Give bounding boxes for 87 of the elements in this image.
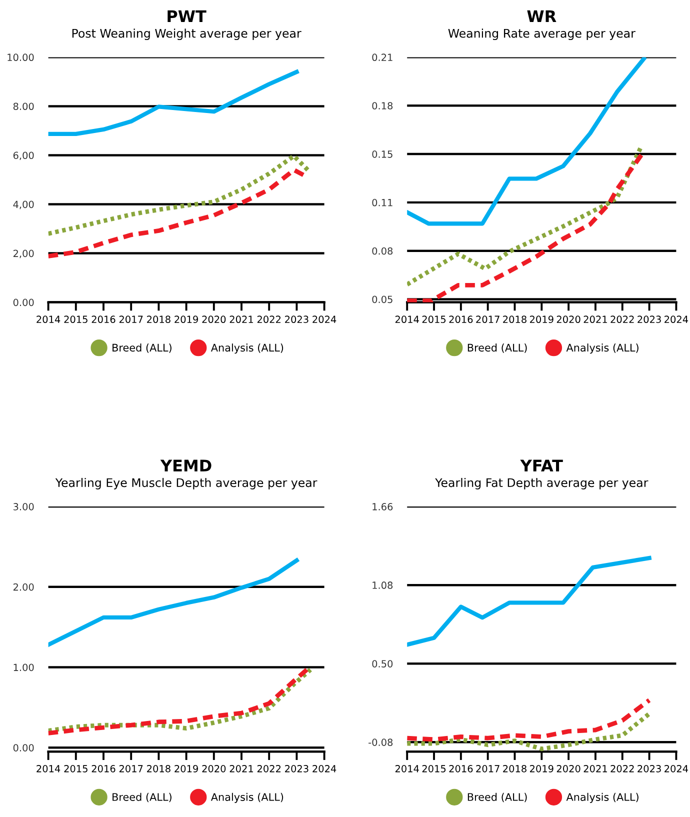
x-tick-label: 2022 [610, 765, 634, 772]
legend-label: Breed (ALL) [468, 344, 527, 353]
legend-label: Breed (ALL) [112, 792, 172, 802]
x-tick-label: 2023 [285, 316, 308, 324]
x-tick-label: 2014 [395, 765, 419, 772]
legend-label: Breed (ALL) [468, 792, 527, 802]
x-tick-label: 2020 [556, 765, 580, 772]
x-tick-label: 2024 [312, 765, 336, 772]
x-tick-label: 2022 [257, 765, 280, 772]
x-tick-label: 2024 [312, 316, 336, 324]
x-tick-label: 2014 [36, 316, 60, 324]
line-series [407, 57, 646, 226]
y-tick-label: 10.00 [8, 54, 34, 62]
x-tick-label: 2023 [285, 765, 308, 772]
chart-title: PWT [168, 10, 206, 22]
x-tick-label: 2023 [638, 765, 661, 772]
line-series [48, 70, 299, 136]
chart-subtitle: Weaning Rate average per year [448, 28, 636, 40]
chart-title: WR [527, 10, 556, 22]
x-tick-label: 2017 [476, 316, 500, 324]
y-tick-label: 0.18 [372, 102, 393, 110]
line-series [407, 556, 652, 647]
y-tick-label: 4,00 [13, 200, 34, 210]
x-tick-label: 2017 [119, 316, 143, 324]
x-tick-label: 2020 [202, 316, 226, 324]
x-tick-label: 2020 [202, 765, 226, 772]
y-tick-label: 1.66 [372, 503, 393, 510]
line-series [407, 698, 652, 742]
x-tick-label: 2016 [92, 316, 116, 324]
y-tick-label: 0.08 [372, 247, 393, 255]
x-tick-label: 2024 [664, 316, 688, 324]
y-tick-label: 2,00 [13, 250, 34, 258]
legend-label: Analysis (ALL) [210, 792, 284, 803]
y-tick-label: 0.21 [372, 54, 392, 62]
x-tick-label: 2019 [530, 316, 554, 324]
x-tick-label: 2018 [503, 765, 526, 772]
x-tick-label: 2017 [119, 765, 143, 772]
x-tick-label: 2020 [556, 316, 580, 324]
y-tick-label: 1.08 [372, 582, 393, 589]
x-tick-label: 2015 [422, 765, 446, 772]
x-tick-label: 2021 [584, 765, 607, 772]
line-series [48, 558, 299, 647]
x-tick-label: 2016 [449, 765, 473, 772]
x-tick-label: 2018 [147, 316, 170, 324]
x-tick-label: 2019 [530, 765, 554, 772]
legend-label: Analysis (ALL) [566, 344, 638, 354]
x-tick-label: 2019 [174, 765, 198, 772]
x-tick-label: 2022 [257, 316, 280, 324]
y-tick-label: 0.05 [372, 296, 392, 304]
y-tick-label: 6,00 [13, 152, 34, 160]
x-tick-label: 2014 [36, 765, 60, 772]
y-tick-label: -0.08 [368, 738, 393, 746]
x-tick-label: 2021 [230, 765, 253, 772]
chart-title: YFAT [520, 460, 563, 472]
y-tick-label: 0.50 [372, 660, 393, 668]
x-tick-label: 2018 [503, 316, 526, 324]
x-tick-label: 2016 [449, 316, 473, 324]
x-tick-label: 2015 [64, 765, 88, 772]
x-tick-label: 2016 [92, 765, 116, 772]
x-tick-label: 2015 [64, 316, 88, 324]
x-tick-label: 2015 [422, 316, 446, 324]
y-tick-label: 0.00 [13, 298, 34, 306]
legend-label: Breed (ALL) [112, 344, 172, 353]
legend-label: Analysis (ALL) [566, 792, 638, 803]
y-tick-label: 2.00 [13, 583, 34, 591]
x-tick-label: 2021 [230, 316, 253, 324]
x-tick-label: 2018 [147, 765, 170, 772]
x-tick-label: 2022 [610, 316, 634, 324]
y-tick-label: 0.11 [372, 198, 392, 206]
line-series [48, 154, 310, 236]
x-tick-label: 2014 [395, 316, 419, 324]
chart-subtitle: Post Weaning Weight average per year [72, 28, 302, 40]
chart-subtitle: Yearling Fat Depth average per year [435, 478, 648, 490]
y-tick-label: 0.15 [372, 150, 392, 158]
y-tick-label: 1.00 [14, 664, 34, 672]
x-tick-label: 2019 [174, 316, 198, 324]
chart-title: YEMD [160, 460, 212, 472]
x-tick-label: 2024 [664, 765, 688, 772]
y-tick-label: 3.00 [14, 503, 34, 510]
x-tick-label: 2023 [638, 316, 661, 324]
x-tick-label: 2021 [584, 316, 607, 324]
legend-label: Analysis (ALL) [210, 344, 284, 354]
chart-subtitle: Yearling Eye Muscle Depth average per year [55, 478, 318, 490]
x-tick-label: 2017 [476, 765, 500, 772]
y-tick-label: 0.00 [13, 744, 34, 752]
y-tick-label: 8.00 [13, 102, 34, 110]
line-series [407, 712, 652, 752]
